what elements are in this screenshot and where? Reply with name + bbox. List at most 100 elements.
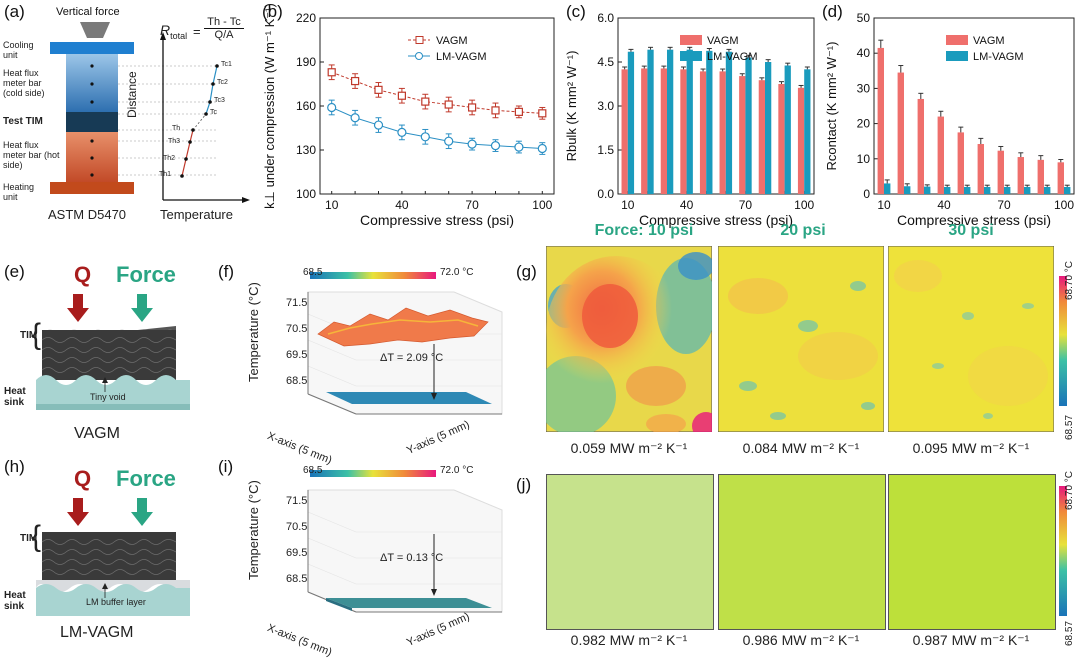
bar-lm-vagm: [1004, 186, 1011, 194]
y-axis-label: Rcontact (K mm² W⁻¹): [824, 42, 839, 171]
y-tick-label: 0: [863, 187, 870, 201]
data-point: [514, 107, 523, 116]
x-tick-label: 10: [877, 198, 891, 212]
axis-distance: Distance: [125, 71, 139, 118]
bar-lm-vagm: [784, 65, 791, 195]
vertical-force-label: Vertical force: [56, 6, 120, 18]
data-point: [538, 109, 547, 118]
g-title-1: Force: 10 psi: [594, 222, 694, 239]
t-h: Th: [172, 125, 181, 132]
tim-label-e: TIM: [20, 330, 38, 341]
data-point: [327, 68, 336, 77]
zt3-i: 69.5: [286, 547, 308, 559]
bar-lm-vagm: [745, 57, 752, 194]
y-tick-label: 10: [857, 152, 871, 166]
g-title-2: 20 psi: [780, 222, 826, 239]
bar-vagm: [797, 87, 805, 194]
legend-label: LM-VAGM: [973, 51, 1024, 63]
colorbar-i: [310, 470, 436, 477]
x-tick-label: 40: [395, 198, 409, 212]
legend-swatch: [680, 35, 702, 45]
bar-lm-vagm: [924, 186, 931, 194]
zt4-i: 68.5: [286, 573, 308, 585]
legend-swatch: [680, 51, 702, 61]
colorbar-f: [310, 272, 436, 279]
y-tick-label: 4.5: [597, 55, 614, 69]
q-label-h: Q: [74, 466, 92, 491]
y-tick-label: 50: [857, 11, 871, 25]
bar-vagm: [917, 98, 924, 194]
data-point: [444, 100, 453, 109]
bar-vagm: [937, 116, 944, 194]
y-tick-label: 130: [296, 143, 316, 157]
sink-label-h: Heat sink: [4, 590, 26, 612]
legend-swatch: [946, 35, 968, 45]
data-point: [397, 127, 407, 137]
bar-lm-vagm: [627, 51, 635, 194]
bar-lm-vagm: [904, 186, 911, 194]
zt2-f: 70.5: [286, 323, 308, 335]
x-tick-label: 70: [465, 198, 479, 212]
data-point: [467, 139, 477, 149]
data-point: [444, 136, 454, 146]
data-point: [537, 143, 547, 154]
stack-label-heating: Heating unit: [3, 182, 35, 202]
lm-vagm-illustration: [36, 498, 190, 616]
cb-min-i: 68.5: [303, 465, 323, 476]
formula-r-sub: total: [170, 30, 188, 41]
cb-min-f: 68.5: [303, 267, 323, 278]
bar-vagm: [897, 72, 904, 194]
j-value-1: 0.982 MW m⁻² K⁻¹: [570, 632, 688, 648]
bar-vagm: [1017, 157, 1024, 194]
q-arrow-icon: [67, 294, 89, 322]
t-c2: Tc2: [217, 79, 228, 86]
y-tick-label: 1.5: [597, 143, 614, 157]
bar-vagm: [778, 84, 785, 194]
thermal-map-10psi: [546, 246, 712, 432]
panel-label-g: (g): [516, 262, 537, 281]
data-point: [420, 132, 430, 142]
g-title-3: 30 psi: [948, 222, 994, 239]
plot-frame: [873, 17, 1075, 195]
zt3-f: 69.5: [286, 349, 308, 361]
force-label-e: Force: [116, 262, 176, 287]
data-point: [421, 97, 430, 106]
t-h1: Th1: [159, 171, 172, 178]
legend-label: LM-VAGM: [436, 51, 487, 63]
bar-vagm: [977, 144, 984, 194]
q-arrow-icon-h: [67, 498, 89, 526]
x-tick-label: 40: [680, 198, 694, 212]
delta-i: ΔT = 0.13 °C: [380, 552, 444, 564]
data-point: [374, 85, 383, 94]
cb-max-i: 72.0 °C: [440, 465, 474, 476]
data-point: [373, 120, 384, 130]
zt1-f: 71.5: [286, 297, 308, 309]
stack-label-hot: Heat flux meter bar (hot side): [3, 140, 60, 170]
bar-lm-vagm: [964, 186, 971, 194]
bar-vagm: [1057, 162, 1064, 194]
panel-label-f: (f): [218, 262, 235, 281]
g-value-3: 0.095 MW m⁻² K⁻¹: [912, 440, 1030, 456]
axis-temperature: Temperature: [160, 207, 233, 222]
y-tick-label: 160: [296, 99, 316, 113]
heating-unit: [50, 182, 134, 194]
t-h2: Th2: [163, 155, 176, 162]
bar-lm-vagm: [706, 50, 713, 194]
panel-label-i: (i): [218, 457, 234, 476]
formula-numerator: Th - Tc: [207, 16, 241, 28]
bar-vagm: [641, 68, 648, 194]
stack-label-tim: Test TIM: [3, 116, 43, 127]
bar-lm-vagm: [725, 51, 733, 194]
j-value-3: 0.987 MW m⁻² K⁻¹: [912, 632, 1030, 648]
bar-lm-vagm: [984, 186, 991, 194]
formula-denominator: Q/A: [204, 28, 244, 41]
legend-label: VAGM: [707, 35, 739, 47]
vagm-caption: VAGM: [74, 425, 120, 442]
j-value-2: 0.986 MW m⁻² K⁻¹: [742, 632, 860, 648]
lm-vagm-caption: LM-VAGM: [60, 624, 134, 641]
g-value-1: 0.059 MW m⁻² K⁻¹: [570, 440, 688, 456]
thermal-map-j-1: [546, 474, 714, 630]
bar-lm-vagm: [1024, 186, 1031, 194]
cb-max-f: 72.0 °C: [440, 267, 474, 278]
